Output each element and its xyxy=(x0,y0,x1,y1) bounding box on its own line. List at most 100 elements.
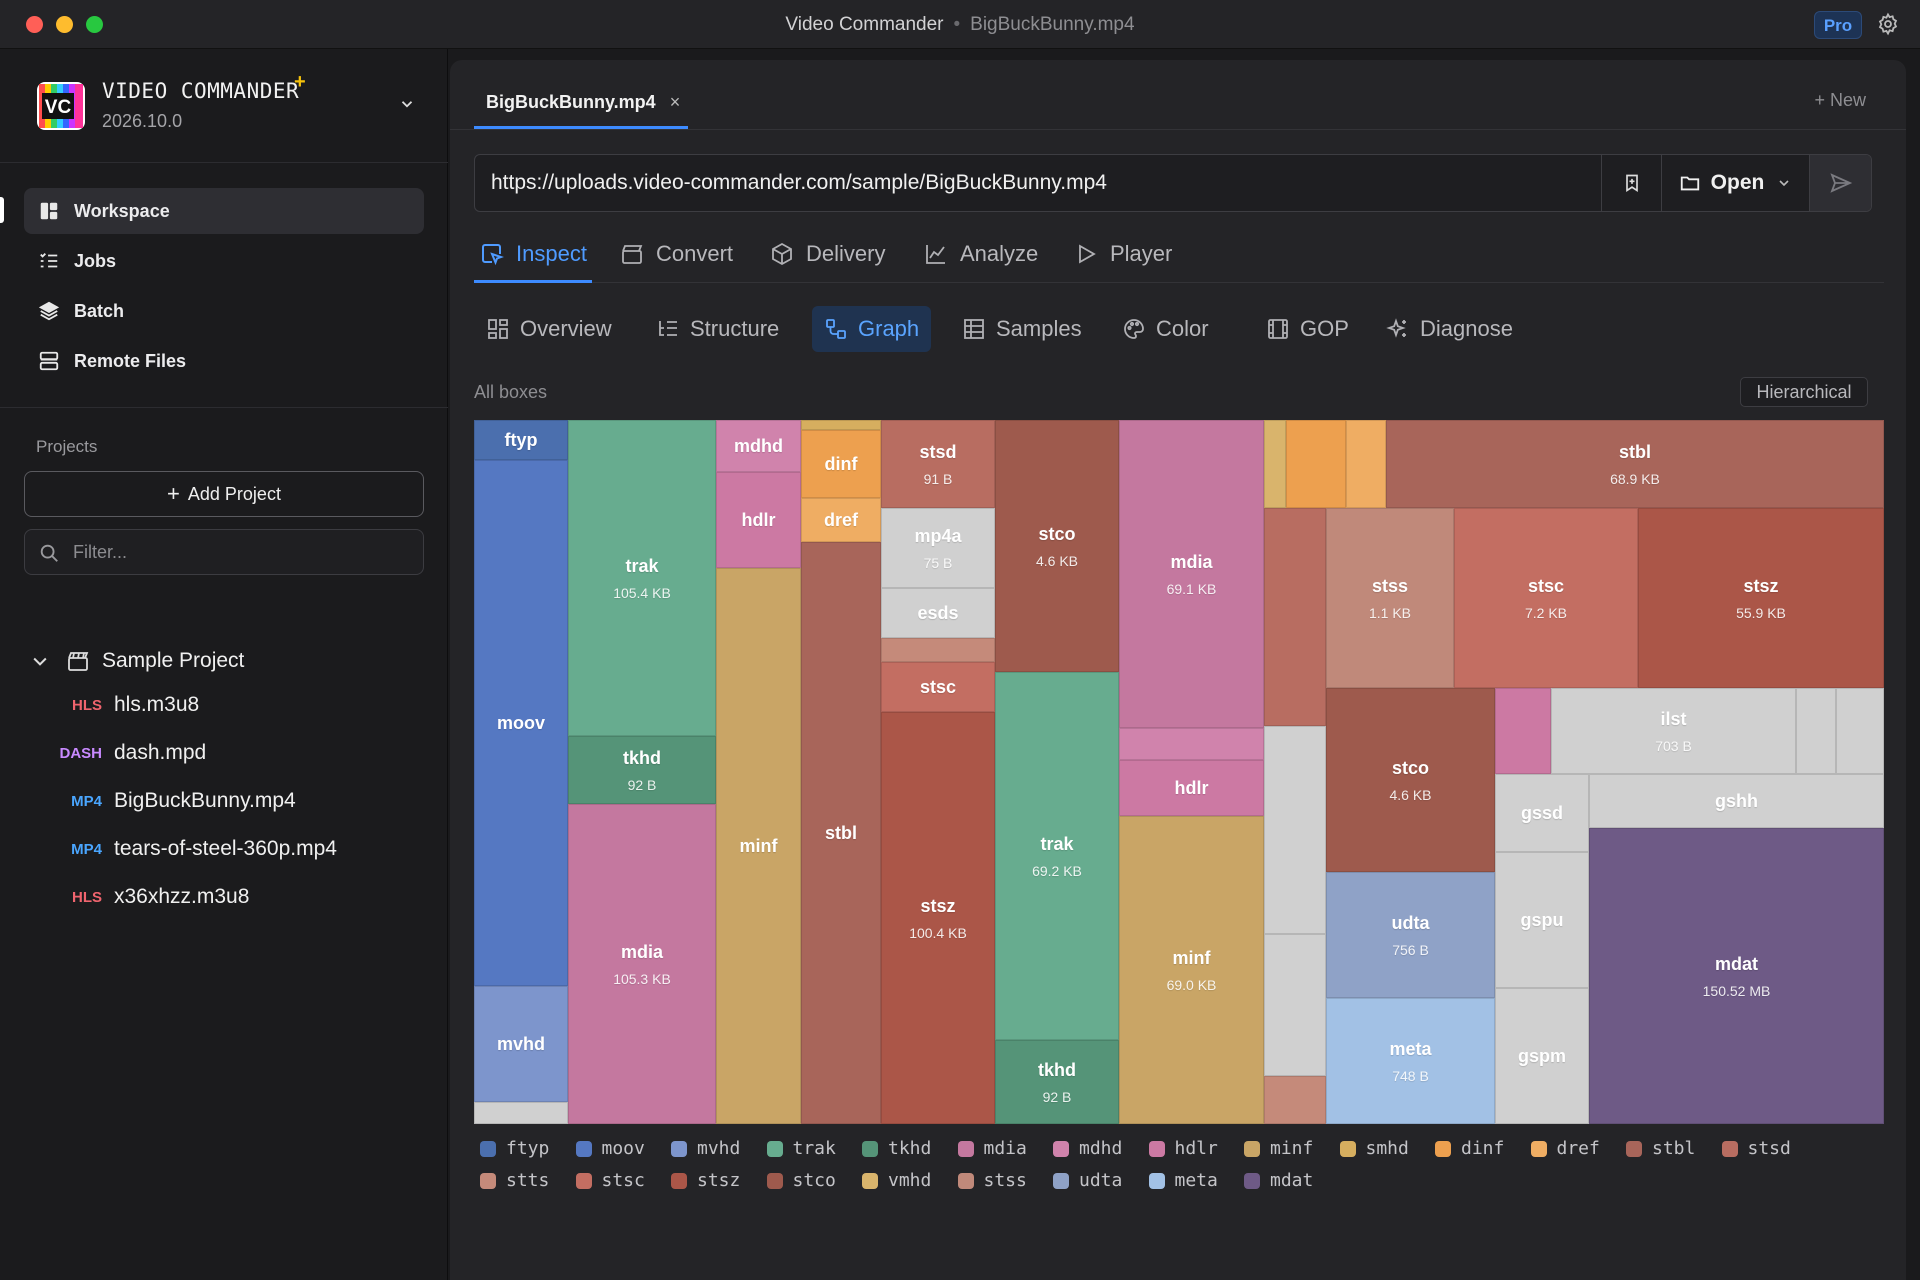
treemap-box-gspm[interactable]: gspm xyxy=(1495,988,1589,1124)
new-tab-button[interactable]: + New xyxy=(1814,90,1866,110)
gear-icon[interactable] xyxy=(1876,12,1900,36)
sidebar-item-batch[interactable]: Batch xyxy=(24,288,424,334)
subtab-structure[interactable]: Structure xyxy=(644,306,791,352)
legend-item-stsz[interactable]: stsz xyxy=(671,1170,740,1191)
treemap-box-dref[interactable]: dref xyxy=(801,498,881,542)
url-bar[interactable]: https://uploads.video-commander.com/samp… xyxy=(474,154,1872,212)
treemap-box-stsc[interactable]: stsc xyxy=(881,662,995,712)
treemap-box-stsz[interactable]: stsz 55.9 KB xyxy=(1638,508,1884,688)
treemap-box-esds[interactable]: esds xyxy=(881,588,995,638)
treemap-box-mdhd[interactable]: mdhd xyxy=(716,420,801,472)
treemap-box-minf[interactable]: minf xyxy=(716,568,801,1124)
legend-item-mdhd[interactable]: mdhd xyxy=(1053,1138,1122,1159)
treemap-box-stco[interactable]: stco 4.6 KB xyxy=(1326,688,1495,872)
file-item[interactable]: HLS x36xhzz.m3u8 xyxy=(40,881,249,913)
file-item[interactable]: MP4 tears-of-steel-360p.mp4 xyxy=(40,833,337,865)
treemap-box-tkhd[interactable]: tkhd 92 B xyxy=(568,736,716,804)
legend-item-mdat[interactable]: mdat xyxy=(1244,1170,1313,1191)
treemap-box-hdlr[interactable]: hdlr xyxy=(716,472,801,568)
app-brand[interactable]: VC VIDEO COMMANDER + 2026.10.0 xyxy=(0,49,448,163)
treemap-box-hdlr[interactable]: hdlr xyxy=(1119,760,1264,816)
treemap-box-tkhd[interactable]: tkhd 92 B xyxy=(995,1040,1119,1124)
treemap-box[interactable] xyxy=(1264,1076,1326,1124)
treemap-box-stss[interactable]: stss 1.1 KB xyxy=(1326,508,1454,688)
legend-item-stco[interactable]: stco xyxy=(766,1170,836,1191)
treemap-box[interactable] xyxy=(1495,688,1551,774)
sidebar-item-jobs[interactable]: Jobs xyxy=(24,238,424,284)
file-item[interactable]: MP4 BigBuckBunny.mp4 xyxy=(40,785,296,817)
subtab-samples[interactable]: Samples xyxy=(950,306,1094,352)
treemap-box[interactable] xyxy=(1286,420,1346,508)
treemap-box-minf[interactable]: minf 69.0 KB xyxy=(1119,816,1264,1124)
treemap-box-gshh[interactable]: gshh xyxy=(1589,774,1884,828)
legend-item-stss[interactable]: stss xyxy=(957,1170,1027,1191)
url-input[interactable]: https://uploads.video-commander.com/samp… xyxy=(491,171,1107,194)
treemap-box-gssd[interactable]: gssd xyxy=(1495,774,1589,852)
project-row[interactable]: Sample Project xyxy=(30,649,244,673)
legend-item-vmhd[interactable]: vmhd xyxy=(862,1170,931,1191)
filter-input[interactable] xyxy=(73,530,413,574)
tab-delivery[interactable]: Delivery xyxy=(770,226,885,282)
treemap-box-mp4a[interactable]: mp4a 75 B xyxy=(881,508,995,588)
treemap-box-moov[interactable]: moov xyxy=(474,460,568,986)
treemap-box[interactable] xyxy=(474,1102,568,1124)
sidebar-item-workspace[interactable]: Workspace xyxy=(24,188,424,234)
treemap-box[interactable] xyxy=(1119,728,1264,760)
treemap-box[interactable] xyxy=(1264,420,1286,508)
project-filter[interactable] xyxy=(24,529,424,575)
layout-mode-button[interactable]: Hierarchical xyxy=(1740,377,1868,407)
legend-item-dinf[interactable]: dinf xyxy=(1435,1138,1504,1159)
subtab-graph[interactable]: Graph xyxy=(812,306,932,352)
sidebar-item-remote-files[interactable]: Remote Files xyxy=(24,338,424,384)
legend-item-ftyp[interactable]: ftyp xyxy=(480,1138,549,1159)
legend-item-mdia[interactable]: mdia xyxy=(957,1138,1027,1159)
treemap-box[interactable] xyxy=(881,638,995,662)
legend-item-stsc[interactable]: stsc xyxy=(575,1170,645,1191)
subtab-overview[interactable]: Overview xyxy=(474,306,624,352)
close-window-button[interactable] xyxy=(26,16,43,33)
chevron-down-icon[interactable] xyxy=(30,651,50,671)
treemap-box-stbl[interactable]: stbl xyxy=(801,542,881,1124)
legend-item-stbl[interactable]: stbl xyxy=(1626,1138,1695,1159)
legend-item-hdlr[interactable]: hdlr xyxy=(1148,1138,1218,1159)
subtab-diagnose[interactable]: Diagnose xyxy=(1374,306,1525,352)
treemap-box-udta[interactable]: udta 756 B xyxy=(1326,872,1495,998)
send-button[interactable] xyxy=(1809,155,1871,211)
treemap-box-stsc[interactable]: stsc 7.2 KB xyxy=(1454,508,1638,688)
treemap-box-stsd[interactable]: stsd 91 B xyxy=(881,420,995,508)
treemap-box-stco[interactable]: stco 4.6 KB xyxy=(995,420,1119,672)
treemap-box-meta[interactable]: meta 748 B xyxy=(1326,998,1495,1124)
legend-item-minf[interactable]: minf xyxy=(1244,1138,1313,1159)
pro-badge[interactable]: Pro xyxy=(1814,11,1862,39)
tab-convert[interactable]: Convert xyxy=(620,226,733,282)
treemap-box[interactable] xyxy=(1836,688,1884,774)
legend-item-udta[interactable]: udta xyxy=(1053,1170,1122,1191)
file-item[interactable]: HLS hls.m3u8 xyxy=(40,689,199,721)
treemap-box[interactable] xyxy=(1264,508,1326,726)
treemap-box-mdat[interactable]: mdat 150.52 MB xyxy=(1589,828,1884,1124)
maximize-window-button[interactable] xyxy=(86,16,103,33)
tab-player[interactable]: Player xyxy=(1074,226,1172,282)
add-project-button[interactable]: + Add Project xyxy=(24,471,424,517)
open-button[interactable]: Open xyxy=(1661,155,1809,211)
treemap-box[interactable] xyxy=(1346,420,1386,508)
treemap-box-trak[interactable]: trak 69.2 KB xyxy=(995,672,1119,1040)
treemap-box[interactable] xyxy=(1796,688,1836,774)
tab-inspect[interactable]: Inspect xyxy=(480,226,587,282)
legend-item-moov[interactable]: moov xyxy=(575,1138,645,1159)
treemap-box-stsz[interactable]: stsz 100.4 KB xyxy=(881,712,995,1124)
legend-item-mvhd[interactable]: mvhd xyxy=(671,1138,740,1159)
treemap-box-stbl[interactable]: stbl 68.9 KB xyxy=(1386,420,1884,508)
legend-item-meta[interactable]: meta xyxy=(1148,1170,1218,1191)
treemap-box[interactable] xyxy=(1264,726,1326,934)
treemap-box-dinf[interactable]: dinf xyxy=(801,430,881,498)
bookmark-button[interactable] xyxy=(1601,155,1661,211)
tab-file[interactable]: BigBuckBunny.mp4 × xyxy=(474,74,692,130)
subtab-color[interactable]: Color xyxy=(1110,306,1221,352)
legend-item-stts[interactable]: stts xyxy=(480,1170,549,1191)
treemap-box-trak[interactable]: trak 105.4 KB xyxy=(568,420,716,736)
chevron-down-icon[interactable] xyxy=(398,95,416,113)
treemap-box-mvhd[interactable]: mvhd xyxy=(474,986,568,1102)
legend-item-tkhd[interactable]: tkhd xyxy=(862,1138,931,1159)
treemap-box-ftyp[interactable]: ftyp xyxy=(474,420,568,460)
